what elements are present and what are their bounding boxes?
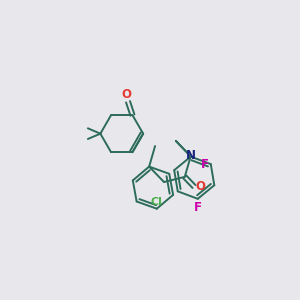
Text: F: F	[200, 158, 208, 171]
Text: O: O	[122, 88, 132, 101]
Text: O: O	[196, 180, 206, 193]
Text: N: N	[186, 149, 196, 162]
Text: F: F	[194, 201, 202, 214]
Text: Cl: Cl	[151, 197, 163, 207]
